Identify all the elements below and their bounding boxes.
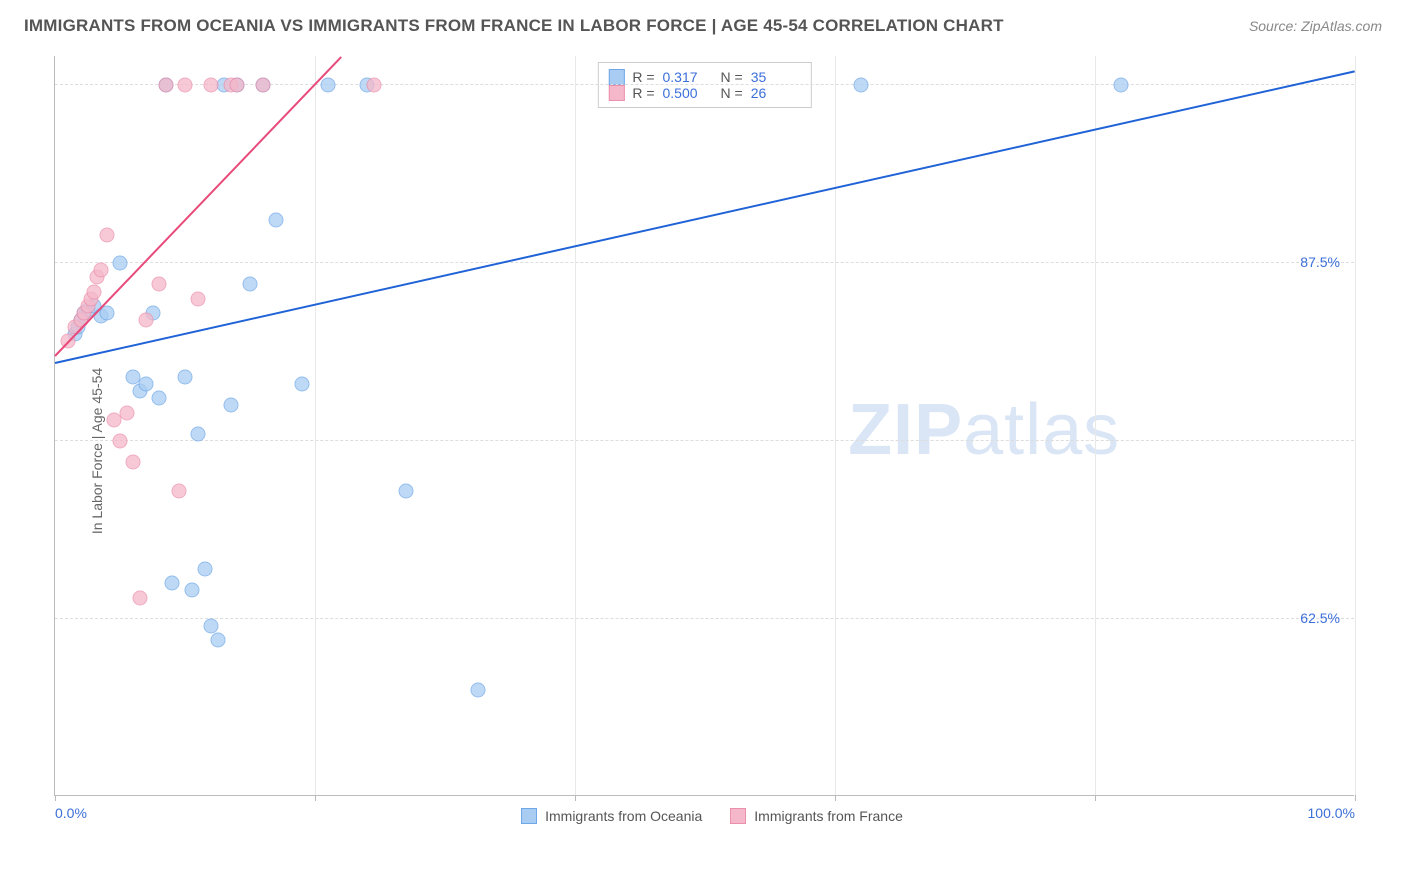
data-point-france: [139, 313, 154, 328]
data-point-oceania: [197, 562, 212, 577]
gridline-h: [55, 262, 1354, 263]
legend-label: Immigrants from France: [754, 808, 903, 824]
legend-item-oceania: Immigrants from Oceania: [521, 808, 702, 824]
gridline-v: [1355, 56, 1356, 795]
data-point-france: [126, 455, 141, 470]
data-point-oceania: [295, 377, 310, 392]
y-tick-label: 87.5%: [1300, 254, 1340, 270]
data-point-oceania: [1114, 78, 1129, 93]
data-point-france: [178, 78, 193, 93]
source-label: Source: ZipAtlas.com: [1249, 18, 1382, 34]
legend-swatch: [730, 808, 746, 824]
data-point-france: [158, 78, 173, 93]
data-point-oceania: [210, 633, 225, 648]
data-point-oceania: [113, 256, 128, 271]
data-point-oceania: [854, 78, 869, 93]
chart-title: IMMIGRANTS FROM OCEANIA VS IMMIGRANTS FR…: [24, 16, 1004, 36]
legend-n-label: N =: [721, 69, 743, 85]
legend-swatch: [608, 69, 624, 85]
data-point-oceania: [178, 369, 193, 384]
plot-area: ZIPatlas R = 0.317 N = 35 R = 0.500 N = 26 62.5…: [54, 56, 1354, 796]
data-point-france: [230, 78, 245, 93]
data-point-france: [87, 284, 102, 299]
data-point-oceania: [152, 391, 167, 406]
x-tick-mark: [1355, 795, 1356, 801]
legend-r-value: 0.500: [663, 85, 713, 101]
data-point-oceania: [321, 78, 336, 93]
legend-n-value: 35: [751, 69, 801, 85]
data-point-france: [366, 78, 381, 93]
gridline-h: [55, 84, 1354, 85]
data-point-oceania: [269, 213, 284, 228]
legend-stat-row-oceania: R = 0.317 N = 35: [608, 69, 800, 85]
gridline-h: [55, 618, 1354, 619]
legend-n-label: N =: [721, 85, 743, 101]
data-point-france: [256, 78, 271, 93]
data-point-france: [119, 405, 134, 420]
legend-stat-row-france: R = 0.500 N = 26: [608, 85, 800, 101]
x-tick-mark: [835, 795, 836, 801]
x-tick-mark: [575, 795, 576, 801]
data-point-france: [132, 590, 147, 605]
data-point-oceania: [191, 426, 206, 441]
trend-line-oceania: [55, 70, 1355, 364]
x-tick-mark: [315, 795, 316, 801]
gridline-v: [835, 56, 836, 795]
legend-swatch: [521, 808, 537, 824]
data-point-oceania: [399, 483, 414, 498]
data-point-france: [204, 78, 219, 93]
data-point-oceania: [223, 398, 238, 413]
watermark: ZIPatlas: [848, 389, 1120, 471]
data-point-france: [171, 483, 186, 498]
legend-r-value: 0.317: [663, 69, 713, 85]
gridline-v: [315, 56, 316, 795]
data-point-oceania: [139, 377, 154, 392]
data-point-france: [113, 434, 128, 449]
y-tick-label: 62.5%: [1300, 610, 1340, 626]
gridline-v: [1095, 56, 1096, 795]
legend-r-label: R =: [632, 69, 654, 85]
legend-n-value: 26: [751, 85, 801, 101]
gridline-v: [575, 56, 576, 795]
data-point-france: [191, 291, 206, 306]
chart-container: In Labor Force | Age 45-54 ZIPatlas R =0…: [42, 56, 1382, 846]
legend-item-france: Immigrants from France: [730, 808, 903, 824]
legend-series: Immigrants from Oceania Immigrants from F…: [42, 808, 1382, 824]
legend-r-label: R =: [632, 85, 654, 101]
data-point-oceania: [204, 619, 219, 634]
data-point-oceania: [184, 583, 199, 598]
legend-swatch: [608, 85, 624, 101]
data-point-france: [152, 277, 167, 292]
x-tick-mark: [55, 795, 56, 801]
x-tick-mark: [1095, 795, 1096, 801]
legend-label: Immigrants from Oceania: [545, 808, 702, 824]
trend-line-france: [54, 56, 341, 356]
data-point-france: [100, 227, 115, 242]
data-point-france: [93, 263, 108, 278]
data-point-oceania: [470, 683, 485, 698]
gridline-h: [55, 440, 1354, 441]
data-point-oceania: [243, 277, 258, 292]
data-point-oceania: [165, 576, 180, 591]
